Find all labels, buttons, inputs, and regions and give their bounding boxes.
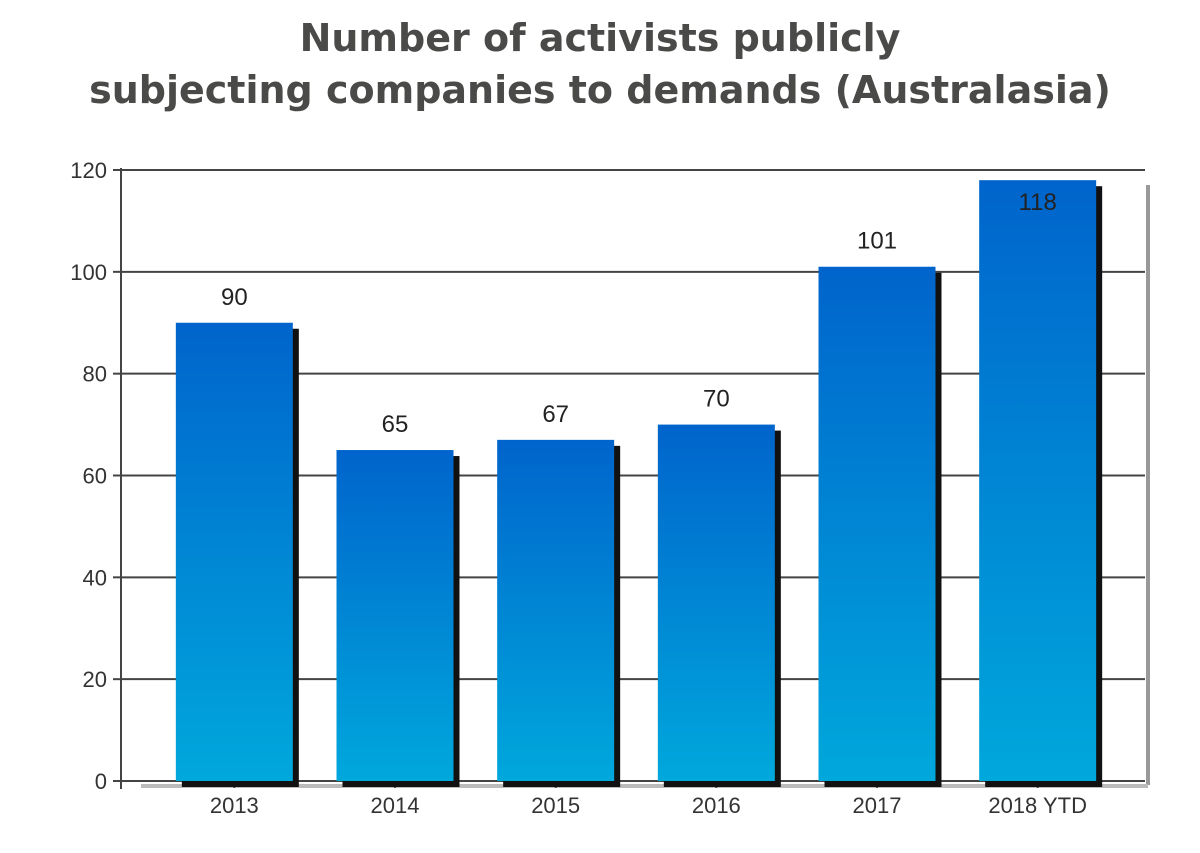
bar [979, 180, 1097, 781]
x-tick-label: 2018 YTD [988, 793, 1087, 818]
bar [175, 322, 293, 781]
data-label: 118 [1019, 189, 1057, 216]
y-tick-label: 20 [83, 667, 107, 692]
data-label: 90 [221, 284, 248, 311]
x-tick-label: 2014 [371, 793, 420, 818]
chart-title-line-1: Number of activists publicly [299, 16, 901, 60]
bar [336, 450, 454, 781]
y-tick-label: 120 [70, 158, 107, 183]
y-tick-label: 40 [83, 565, 107, 590]
y-tick-label: 80 [83, 362, 107, 387]
x-tick-label: 2015 [531, 793, 580, 818]
data-label: 65 [382, 411, 409, 438]
y-tick-label: 60 [83, 464, 107, 489]
data-label: 67 [542, 401, 569, 428]
chart-title-line-2: subjecting companies to demands (Austral… [89, 68, 1111, 112]
x-tick-label: 2016 [692, 793, 741, 818]
data-label: 70 [703, 386, 730, 413]
bar [657, 424, 775, 781]
x-tick-label: 2013 [210, 793, 259, 818]
x-tick-label: 2017 [853, 793, 902, 818]
bar [497, 439, 615, 781]
y-tick-label: 100 [70, 260, 107, 285]
chart-title: Number of activists publicly subjecting … [0, 12, 1200, 116]
y-tick-label: 0 [95, 769, 107, 794]
data-label: 101 [857, 228, 897, 255]
bar [818, 266, 936, 781]
